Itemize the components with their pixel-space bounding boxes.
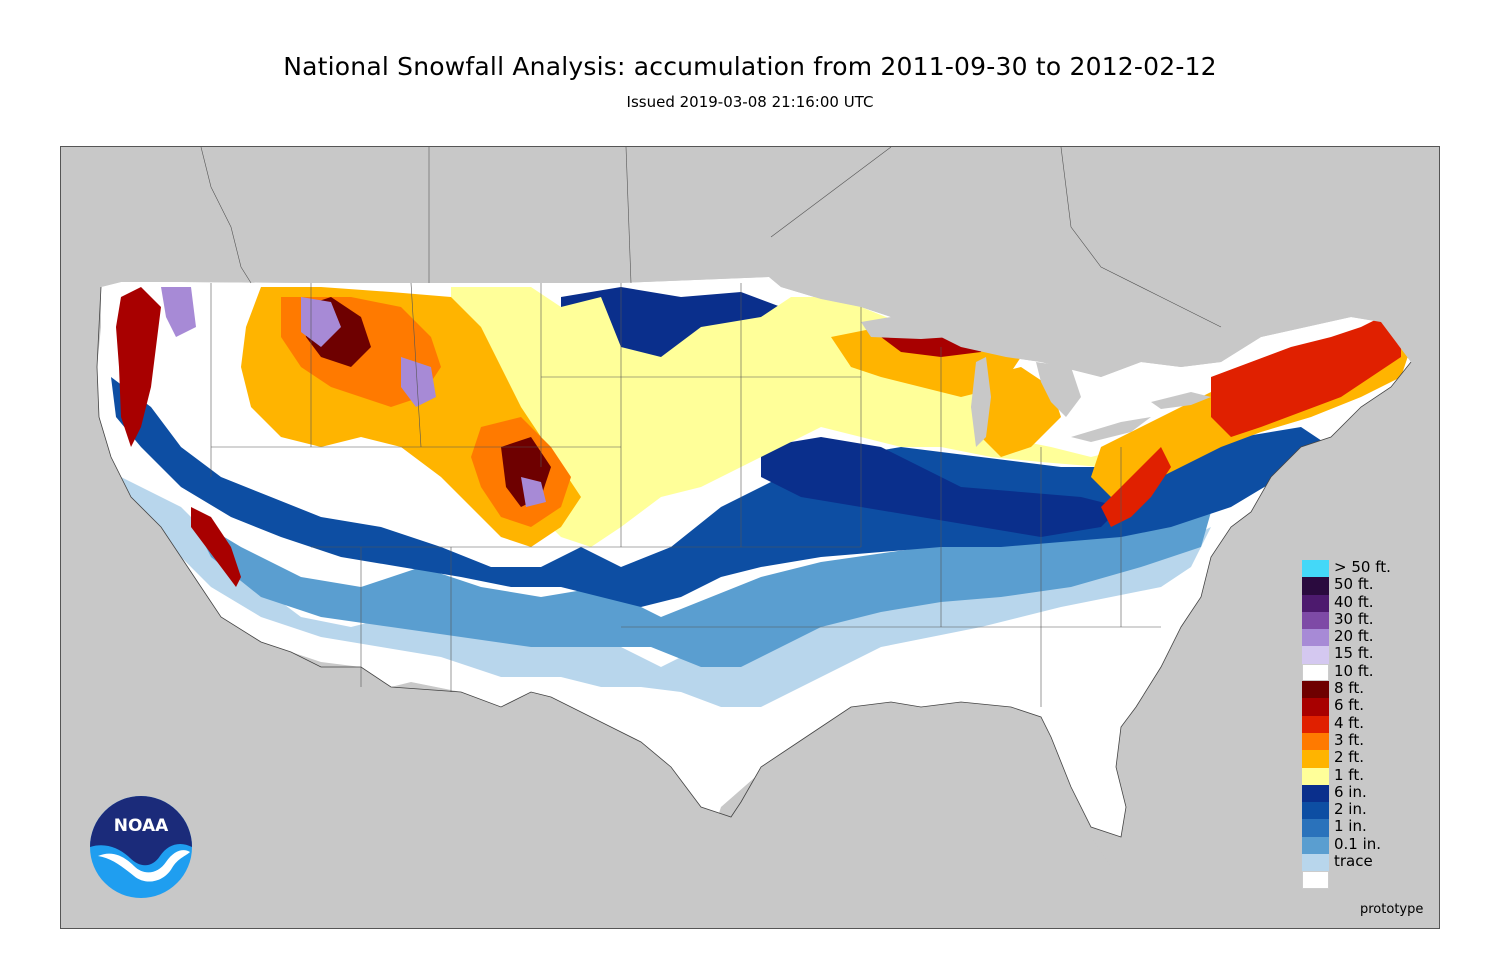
conus-coastline (96, 286, 1412, 838)
legend-label: 0.1 in. (1334, 834, 1382, 853)
legend-swatch (1302, 560, 1329, 578)
legend-swatch (1302, 854, 1329, 872)
legend-swatch (1302, 629, 1329, 647)
snow-6ft-cascades (116, 287, 161, 447)
snow-4ft-appalachia (1101, 447, 1171, 527)
legend-swatch (1302, 646, 1329, 664)
legend-label: 2 ft. (1334, 748, 1364, 767)
lake-erie (1071, 417, 1151, 442)
prototype-label: prototype (1360, 902, 1424, 917)
legend-swatch (1302, 577, 1329, 595)
legend-label: 8 ft. (1334, 679, 1364, 698)
noaa-logo-text: NOAA (114, 816, 169, 836)
snow-6ft-sierra (191, 507, 241, 587)
lake-michigan (971, 357, 991, 447)
legend-swatch (1302, 594, 1329, 612)
legend-label: > 50 ft. (1334, 558, 1391, 576)
legend-swatch (1302, 611, 1329, 630)
legend-swatch (1302, 836, 1329, 855)
atlantic-ocean (1116, 362, 1439, 928)
legend-label: 3 ft. (1334, 730, 1364, 749)
legend-label: 1 in. (1334, 817, 1367, 836)
canada-land (61, 147, 1439, 377)
lake-huron (1036, 362, 1081, 417)
snow-4ft-northeast (1211, 317, 1401, 437)
legend-swatch (1302, 819, 1329, 837)
mexico-land (391, 687, 721, 928)
legend-label: 15 ft. (1334, 644, 1374, 663)
legend-swatch (1302, 784, 1329, 803)
snow-blue-region (111, 377, 1331, 607)
page-title: National Snowfall Analysis: accumulation… (283, 52, 1217, 81)
issued-timestamp: Issued 2019-03-08 21:16:00 UTC (626, 93, 874, 111)
legend-label: 1 ft. (1334, 765, 1364, 784)
political-borders (200, 147, 1222, 707)
snow-15ft-peaks-3 (401, 357, 436, 407)
legend-swatch (1302, 681, 1329, 699)
legend-swatch (1302, 663, 1329, 682)
map-canvas (61, 147, 1439, 928)
legend-label: 50 ft. (1334, 575, 1374, 594)
legend-label: 6 ft. (1334, 696, 1364, 715)
legend-label: 40 ft. (1334, 592, 1374, 611)
legend-label: 30 ft. (1334, 609, 1374, 628)
noaa-logo-icon: NOAA (90, 796, 192, 898)
snow-15ft-peaks-4 (521, 477, 546, 507)
legend-label: 4 ft. (1334, 713, 1364, 732)
snow-15ft-peaks-1 (161, 287, 196, 337)
legend-label: 2 in. (1334, 800, 1367, 819)
legend-swatch (1302, 750, 1329, 768)
gulf-of-mexico (681, 732, 1121, 928)
legend-swatch (1302, 871, 1329, 889)
legend-label: 20 ft. (1334, 627, 1374, 646)
snow-light-blue-region (191, 477, 1221, 667)
lake-superior (861, 312, 1021, 339)
snowfall-map[interactable] (60, 146, 1440, 929)
legend-label: 10 ft. (1334, 661, 1374, 680)
lake-ontario (1151, 392, 1211, 409)
pacific-ocean (61, 287, 391, 928)
legend-label: trace (1334, 852, 1373, 871)
snow-2ft-michigan (971, 367, 1061, 457)
legend-swatch (1302, 698, 1329, 716)
snow-1ft-region (451, 287, 1361, 547)
legend-label: 6 in. (1334, 782, 1367, 801)
legend-swatch (1302, 715, 1329, 733)
legend-swatch (1302, 802, 1329, 820)
legend-swatch (1302, 767, 1329, 785)
legend-swatch (1302, 732, 1329, 751)
